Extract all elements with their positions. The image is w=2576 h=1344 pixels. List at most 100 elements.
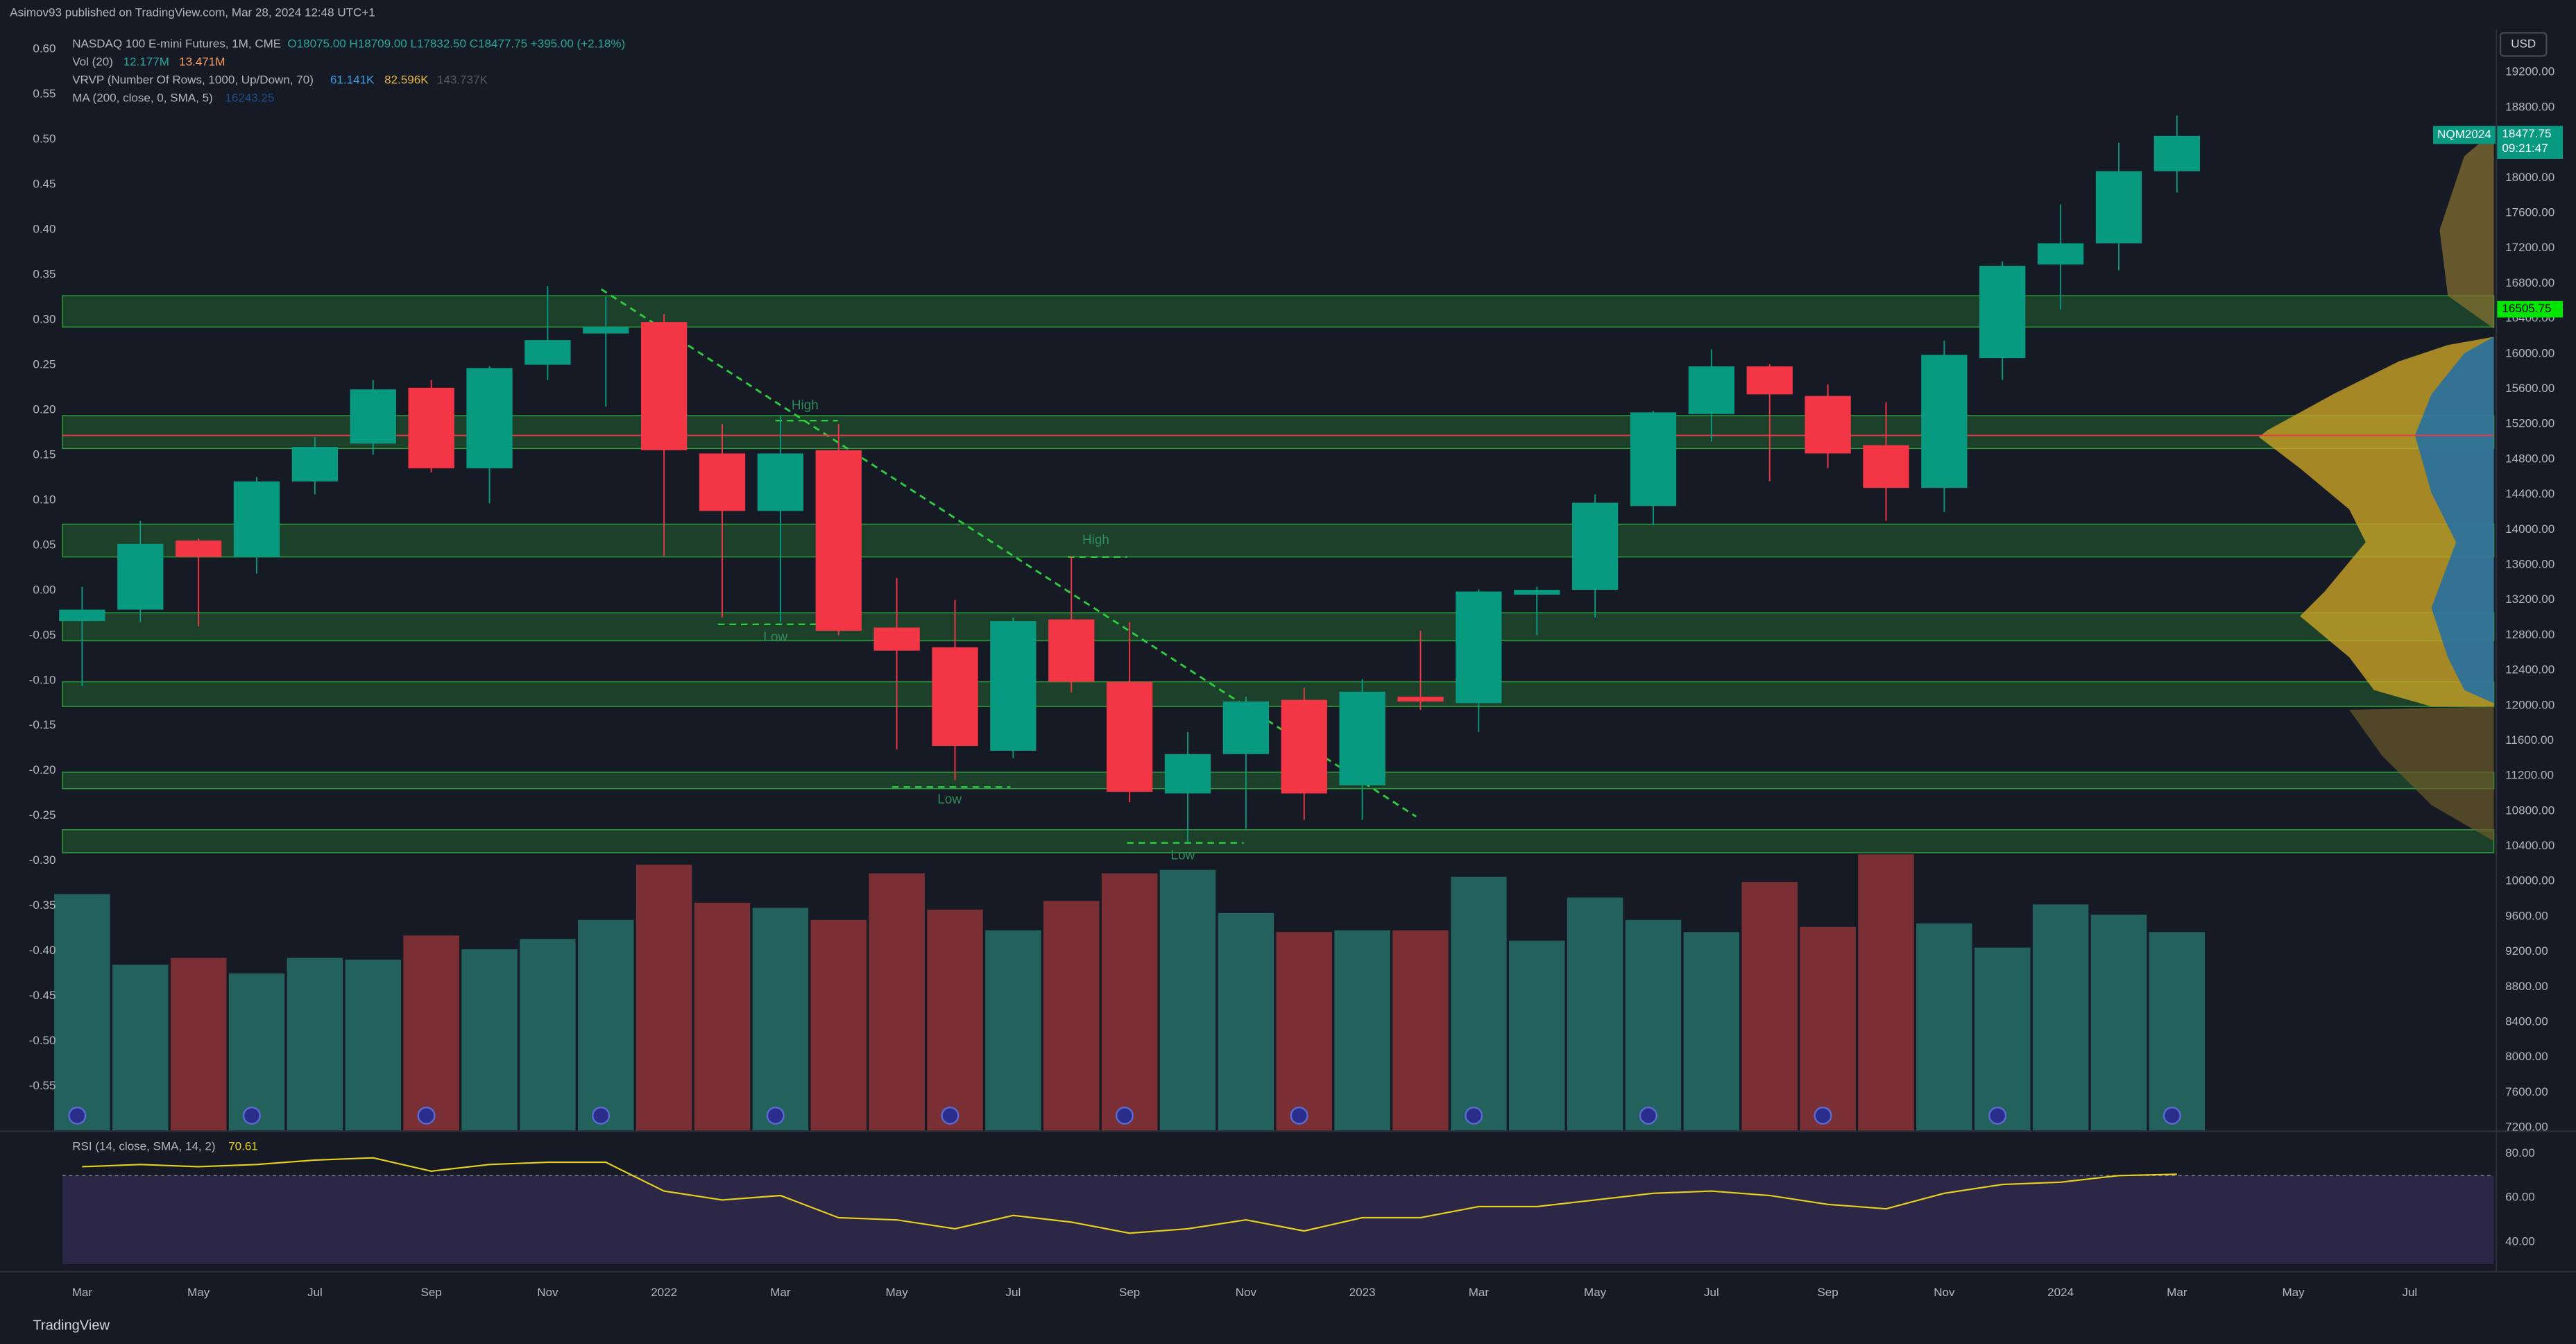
y2-tick-label: 0.55 [33, 87, 56, 101]
volume-bar [1392, 930, 1449, 1131]
candle-body [1164, 754, 1211, 794]
publisher: Asimov93 published on TradingView.com, M… [10, 6, 375, 19]
candle-body [990, 621, 1037, 751]
event-icon [1116, 1106, 1134, 1125]
y-tick-label: 17600.00 [2505, 206, 2554, 219]
x-tick-label: Nov [537, 1286, 558, 1299]
volume-bar [1916, 923, 1972, 1131]
x-tick-label: Nov [1934, 1286, 1955, 1299]
y-tick-label: 7200.00 [2505, 1121, 2548, 1134]
x-tick-label: 2023 [1349, 1286, 1376, 1299]
candle-body [873, 627, 920, 651]
x-tick-label: Mar [770, 1286, 791, 1299]
volume-bar [1276, 932, 1333, 1131]
volume-profile-down [2414, 337, 2494, 704]
y2-tick-label: -0.25 [29, 808, 56, 822]
event-icon [1814, 1106, 1832, 1125]
y-tick-label: 12400.00 [2505, 663, 2554, 677]
candle-body [932, 647, 978, 747]
volume-bar [112, 964, 169, 1131]
y-tick-label: 18800.00 [2505, 100, 2554, 113]
x-tick-label: Jul [1005, 1286, 1021, 1299]
volume-profile [2258, 131, 2494, 842]
rsi-tick-label: 80.00 [2505, 1146, 2535, 1159]
marker-price-box [2497, 300, 2564, 318]
zone [62, 612, 2495, 642]
volume-bar [1683, 932, 1740, 1131]
x-tick-label: Jul [307, 1286, 323, 1299]
volume-bar [54, 894, 110, 1131]
candle-body [1805, 395, 1851, 454]
y-tick-label: 11200.00 [2505, 769, 2554, 782]
y2-tick-label: 0.25 [33, 357, 56, 371]
event-icon [417, 1106, 436, 1125]
volume-bar [1567, 897, 1623, 1131]
y2-tick-label: 0.30 [33, 313, 56, 326]
volume-bar [520, 939, 576, 1131]
candle-body [176, 540, 222, 557]
annotation: High [1082, 533, 1109, 547]
candle-body [2153, 135, 2201, 171]
y-tick-label: 8800.00 [2505, 980, 2548, 993]
candle-body [699, 453, 746, 511]
y-tick-label: 17200.00 [2505, 241, 2554, 254]
x-tick-label: Nov [1236, 1286, 1257, 1299]
candle-body [583, 327, 629, 334]
y-tick-label: 9600.00 [2505, 909, 2548, 922]
trend-line [600, 288, 1417, 818]
candle-body [757, 453, 804, 511]
zone [62, 829, 2495, 853]
currency: USD [2511, 37, 2536, 50]
volume-bar [345, 960, 402, 1131]
rsi-pane [62, 1130, 2494, 1269]
legend-value: 12.177M [123, 55, 169, 68]
x-tick-label: 2022 [651, 1286, 677, 1299]
candle-body [233, 481, 280, 557]
x-tick-label: Sep [420, 1286, 441, 1299]
y2-tick-label: -0.10 [29, 673, 56, 686]
legend-value: 70.61 [228, 1139, 258, 1152]
y-tick-label: 8000.00 [2505, 1050, 2548, 1063]
candle-body [815, 450, 862, 631]
volume-bar [1508, 940, 1565, 1131]
y2-tick-label: -0.15 [29, 718, 56, 731]
event-icon [766, 1106, 785, 1125]
y-tick-label: 19200.00 [2505, 65, 2554, 78]
volume-bar [985, 930, 1041, 1131]
candle-body [1514, 590, 1560, 595]
y-tick-label: 16800.00 [2505, 276, 2554, 289]
volume-bar [1858, 854, 1914, 1131]
event-icon [242, 1106, 261, 1125]
volume-bar [1218, 912, 1274, 1131]
volume-bar [228, 973, 285, 1131]
y-tick-label: 15600.00 [2505, 382, 2554, 395]
ohlc: O18075.00 H18709.00 L17832.50 C18477.75 … [287, 37, 625, 50]
y2-tick-label: -0.30 [29, 853, 56, 867]
y2-tick-label: -0.05 [29, 628, 56, 641]
y-tick-label: 7600.00 [2505, 1085, 2548, 1098]
symbol-title: NASDAQ 100 E-mini Futures, 1M, CME [72, 37, 281, 50]
rsi-band [62, 1175, 2494, 1265]
candle-body [1746, 366, 1793, 395]
legend-value: 61.141K [330, 74, 375, 87]
y-tick-label: 14000.00 [2505, 522, 2554, 536]
brand: TradingView [33, 1318, 110, 1333]
volume-bar [869, 873, 925, 1131]
volume-bar [1043, 901, 1100, 1131]
legend-value: 143.737K [437, 74, 488, 87]
last-price: 18477.75 [2502, 127, 2551, 140]
candle-body [640, 322, 688, 450]
candle-body [1222, 701, 1270, 754]
x-tick-label: May [2283, 1286, 2305, 1299]
y2-tick-label: -0.20 [29, 763, 56, 776]
y2-tick-label: 0.45 [33, 178, 56, 191]
y2-tick-label: 0.40 [33, 223, 56, 236]
y-tick-label: 13200.00 [2505, 593, 2554, 606]
symbol-tag: NQM2024 [2437, 128, 2491, 141]
volume-profile-top [2439, 131, 2494, 329]
volume-profile-low [2349, 706, 2494, 842]
event-icon [1639, 1106, 1657, 1125]
candle-body [117, 543, 164, 610]
candle-body [1921, 355, 1968, 488]
